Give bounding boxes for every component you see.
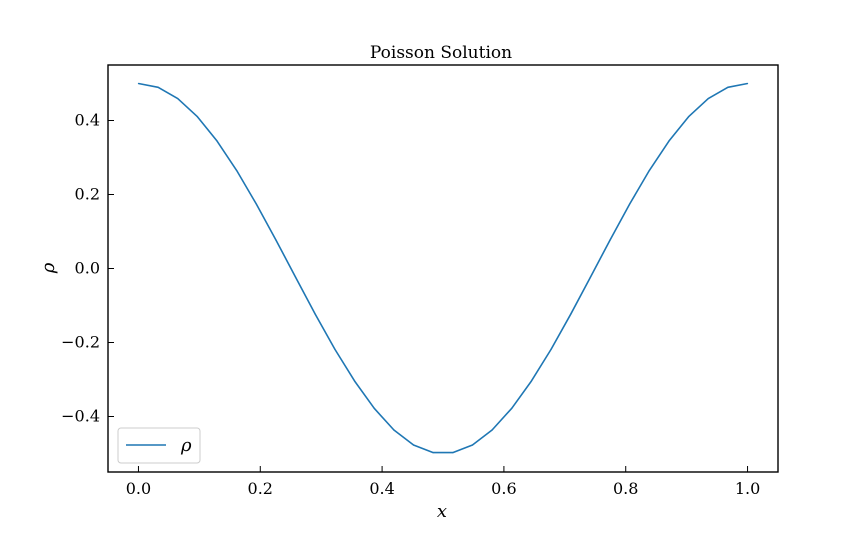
y-tick-label: −0.2 bbox=[61, 333, 100, 352]
y-tick-label: −0.4 bbox=[61, 407, 100, 426]
y-axis-label: ρ bbox=[38, 262, 59, 274]
data-point bbox=[648, 169, 650, 172]
data-point bbox=[236, 169, 238, 172]
data-point bbox=[177, 97, 179, 100]
data-point bbox=[471, 444, 474, 446]
y-tick-label: 0.0 bbox=[75, 259, 100, 278]
series-layer bbox=[137, 82, 749, 454]
data-point bbox=[668, 140, 670, 142]
x-tick-label: 0.0 bbox=[126, 479, 151, 498]
data-point bbox=[629, 203, 631, 205]
data-point bbox=[373, 407, 375, 409]
data-point bbox=[432, 451, 434, 454]
x-tick-label: 0.4 bbox=[369, 479, 394, 498]
x-tick-label: 1.0 bbox=[735, 479, 760, 498]
data-point bbox=[570, 313, 572, 315]
data-point bbox=[157, 86, 159, 88]
data-point bbox=[334, 348, 336, 350]
x-tick-label: 0.6 bbox=[491, 479, 516, 498]
legend: ρ bbox=[117, 427, 201, 464]
data-point bbox=[412, 444, 415, 446]
data-point bbox=[589, 276, 591, 278]
data-point bbox=[393, 429, 395, 431]
data-point bbox=[491, 429, 493, 431]
data-point bbox=[275, 239, 277, 241]
data-point bbox=[609, 239, 611, 241]
x-tick-label: 0.2 bbox=[248, 479, 273, 498]
data-point bbox=[530, 380, 533, 382]
data-point bbox=[295, 276, 297, 278]
series-line-0 bbox=[138, 82, 748, 454]
data-point bbox=[137, 82, 140, 85]
y-tick-label: 0.4 bbox=[75, 111, 100, 130]
data-point bbox=[707, 97, 709, 100]
data-point bbox=[511, 407, 513, 409]
data-point bbox=[314, 313, 316, 315]
data-point bbox=[746, 82, 749, 85]
data-point bbox=[196, 116, 199, 118]
x-tick-label: 0.8 bbox=[613, 479, 638, 498]
data-point bbox=[727, 86, 729, 88]
data-point bbox=[255, 203, 257, 205]
x-ticks: 0.0 0.2 0.4 0.6 0.8 1.0 bbox=[126, 466, 760, 498]
chart-title: Poisson Solution bbox=[370, 43, 512, 63]
y-ticks: −0.4 −0.2 0.0 0.2 0.4 bbox=[61, 111, 114, 426]
data-point bbox=[353, 380, 356, 382]
x-axis-label: x bbox=[437, 501, 447, 522]
plot-area-frame bbox=[107, 64, 779, 473]
y-tick-label: 0.2 bbox=[75, 185, 100, 204]
legend-label: ρ bbox=[180, 435, 192, 456]
data-point bbox=[550, 348, 552, 350]
data-point bbox=[687, 116, 690, 118]
data-point bbox=[452, 451, 454, 454]
data-point bbox=[216, 140, 218, 142]
